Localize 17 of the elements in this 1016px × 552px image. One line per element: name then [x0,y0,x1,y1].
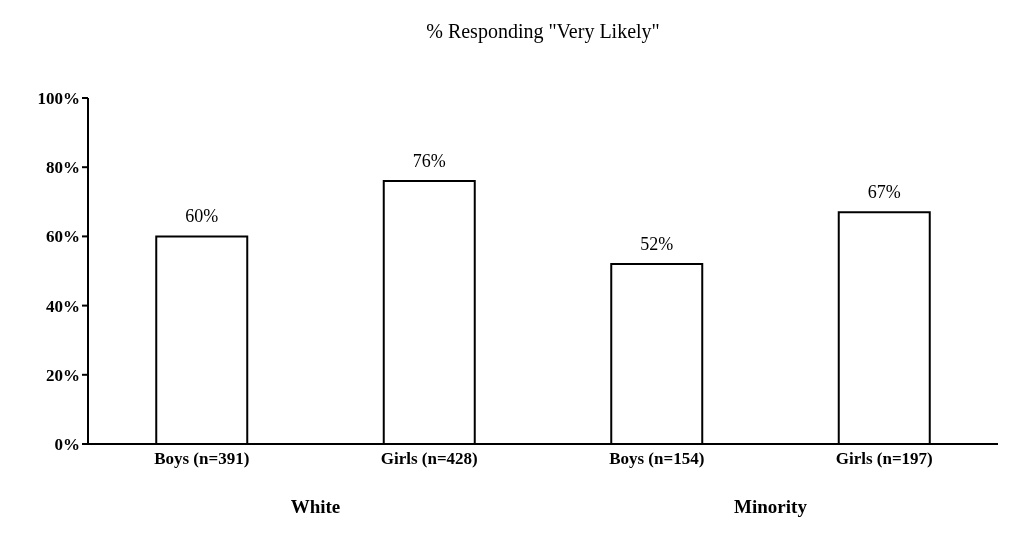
text: White [289,496,342,518]
x-tick-label: Boys (n=154) [609,449,705,469]
data-label: 60% [185,206,219,227]
x-tick-label: Girls (n=428) [380,449,478,469]
data-label: 67% [867,182,901,203]
y-tick-label: 60% [46,227,80,247]
data-label: 76% [412,151,446,172]
text: Minority [733,496,808,518]
y-tick-label: 40% [46,296,80,316]
y-tick-label: 0% [54,435,80,455]
y-tick-label: 20% [46,365,80,385]
chart-title: % Responding "Very Likely" [425,20,661,43]
y-tick-label: 80% [46,158,80,178]
x-tick-label: Boys (n=391) [154,449,250,469]
y-tick-label: 100% [37,89,80,109]
x-tick-label: Girls (n=197) [835,449,933,469]
data-label: 52% [640,234,674,255]
